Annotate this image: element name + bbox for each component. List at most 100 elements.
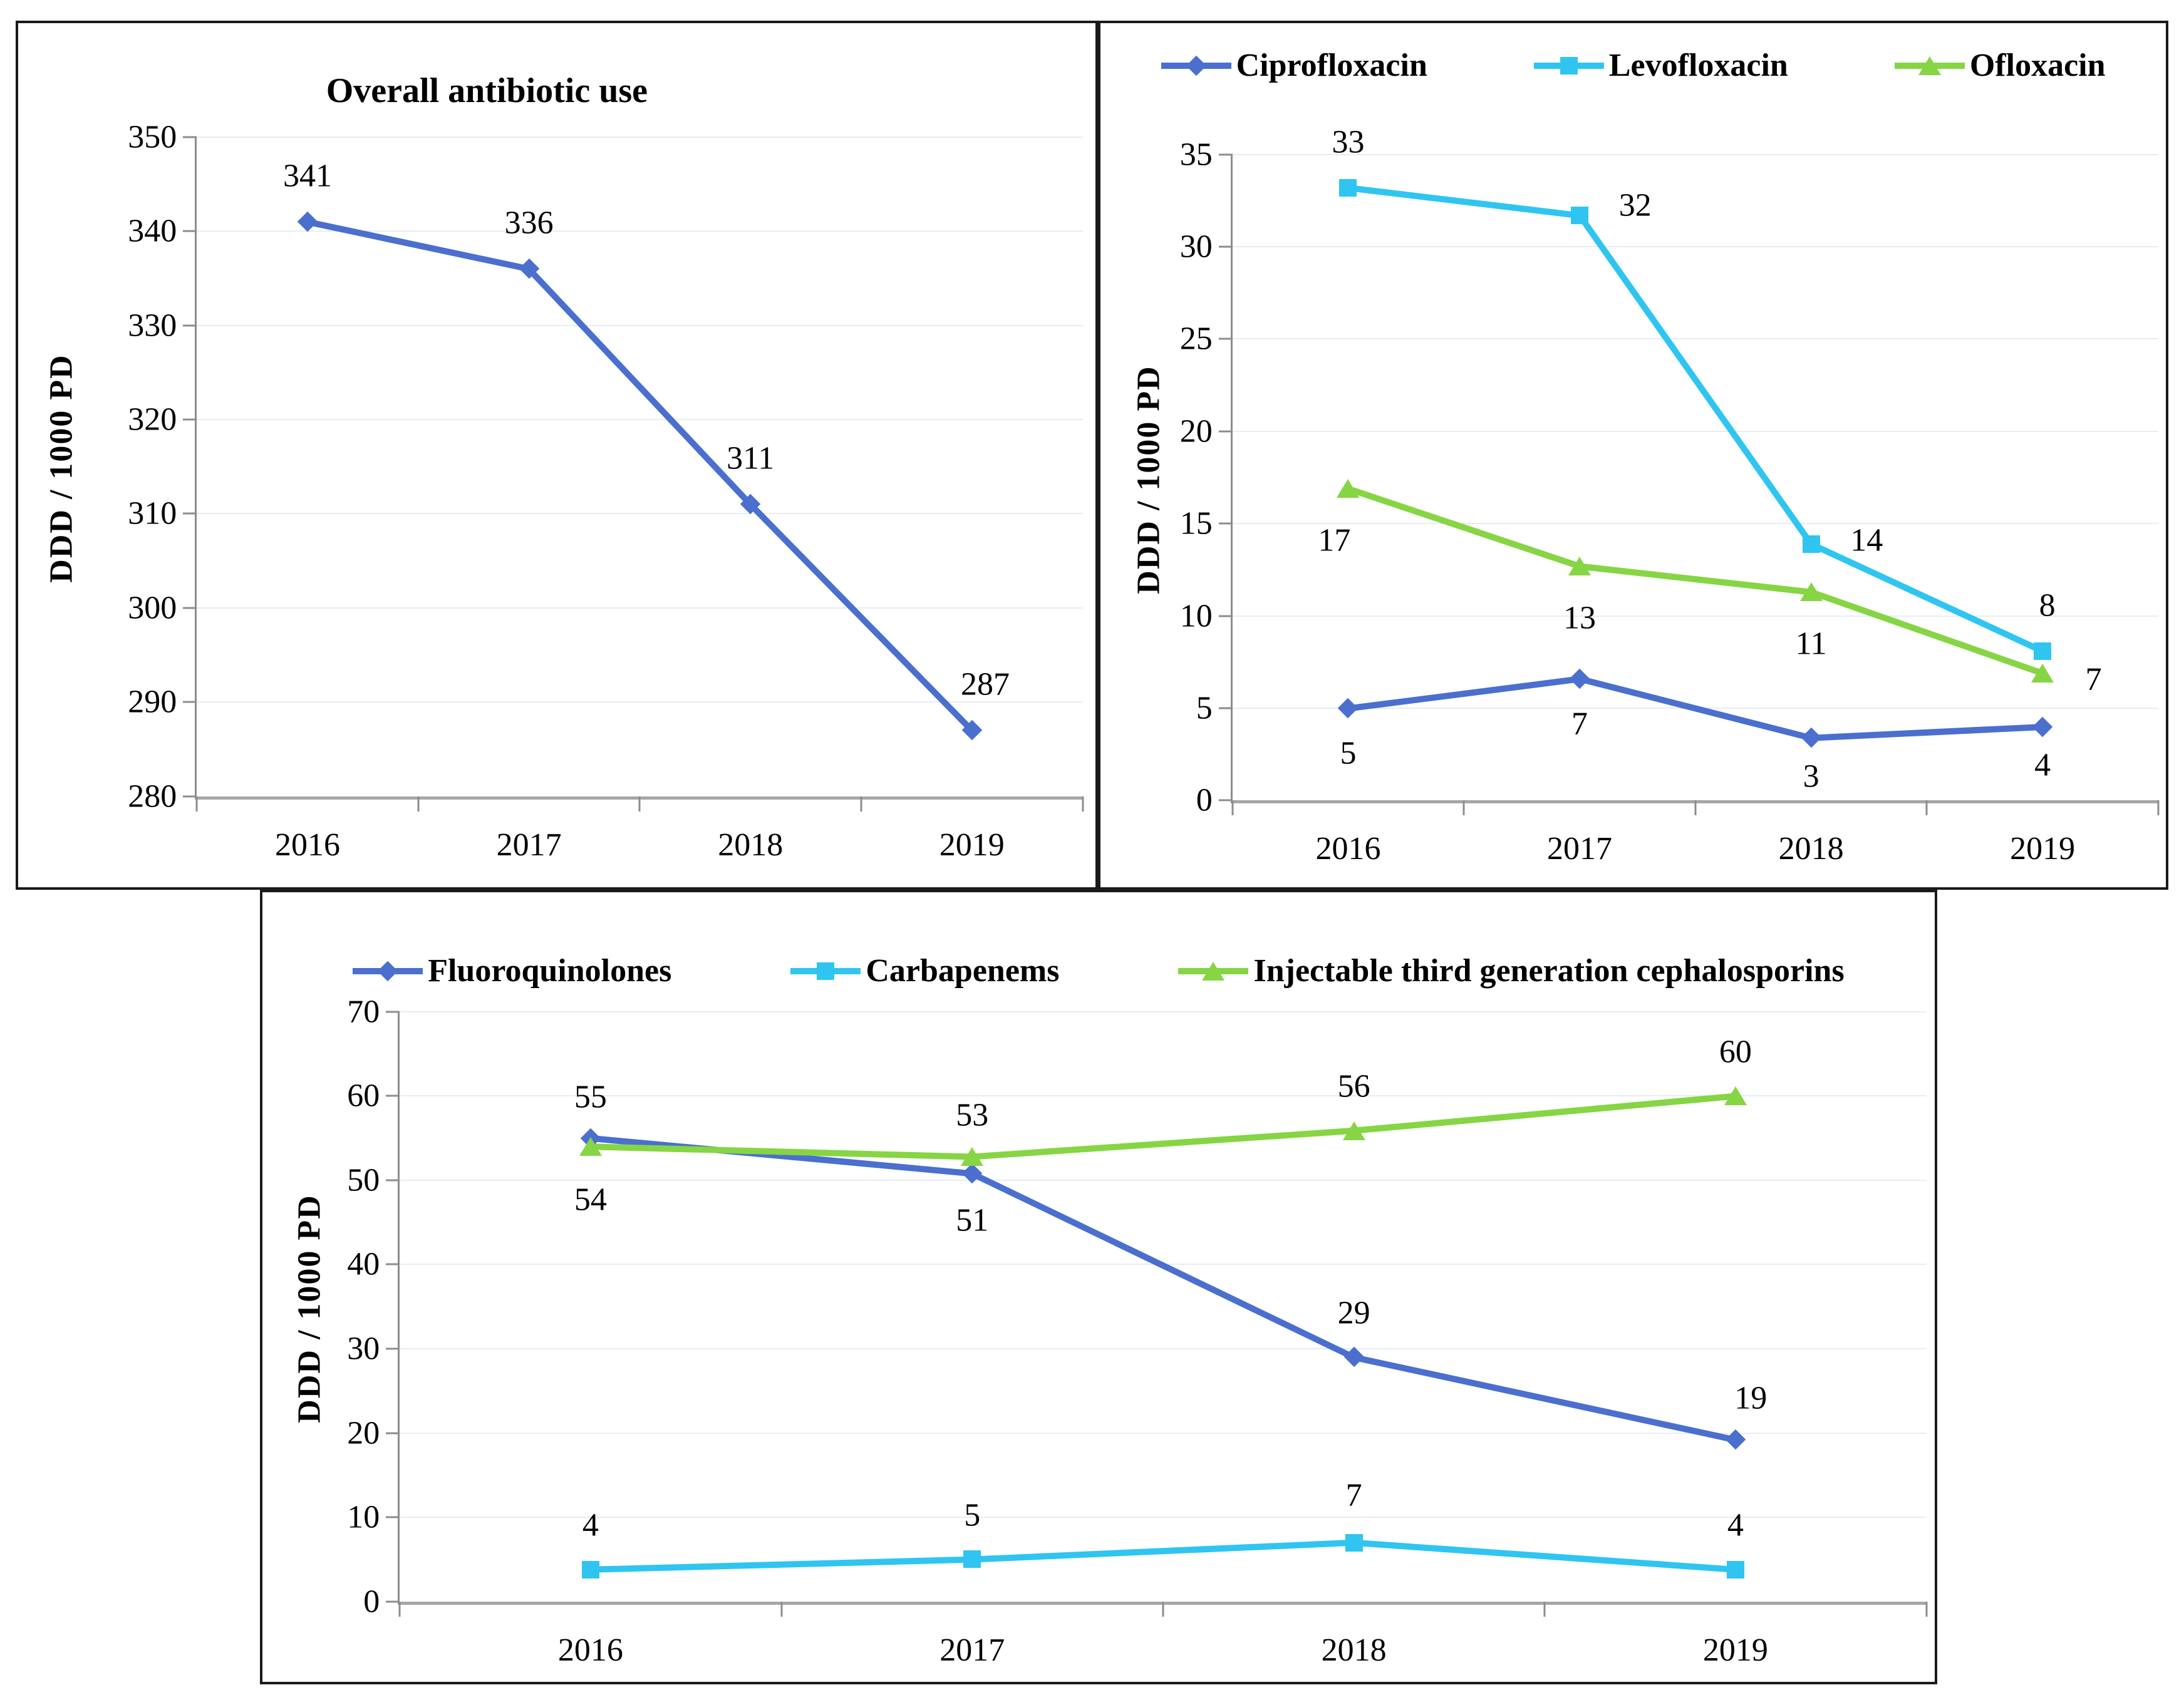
x-tick-label-2018: 2018 bbox=[1321, 1632, 1387, 1668]
x-axis-tick bbox=[1162, 1601, 1164, 1617]
legend-item-carbapenems: Carbapenems bbox=[790, 952, 1059, 989]
series-lines bbox=[1233, 155, 2158, 801]
y-axis-tick bbox=[183, 701, 197, 703]
y-tick-label: 25 bbox=[1179, 321, 1213, 357]
data-point-label: 5 bbox=[1340, 735, 1357, 771]
x-tick-label-2019: 2019 bbox=[1702, 1632, 1768, 1668]
legend-line-swatch bbox=[790, 962, 861, 980]
gridline bbox=[1232, 245, 2158, 247]
y-tick-label: 320 bbox=[128, 401, 177, 438]
y-axis-tick bbox=[386, 1516, 400, 1518]
data-point-label: 56 bbox=[1337, 1068, 1370, 1105]
y-tick-label: 350 bbox=[128, 119, 177, 155]
gridline bbox=[1232, 523, 2158, 525]
y-axis-tick bbox=[183, 230, 197, 232]
legend-triangle-icon bbox=[1202, 961, 1225, 981]
x-axis-tick bbox=[860, 796, 862, 811]
y-tick-label: 60 bbox=[347, 1078, 380, 1114]
y-tick-label: 0 bbox=[1196, 782, 1213, 818]
y-axis-tick bbox=[1218, 337, 1233, 340]
data-point-label: 33 bbox=[1332, 124, 1365, 160]
y-axis-title: DDD / 1000 PD bbox=[291, 1194, 328, 1423]
series-line-carbapenems bbox=[591, 1543, 1736, 1570]
data-point-label: 11 bbox=[1795, 626, 1827, 662]
y-tick-label: 310 bbox=[128, 495, 177, 532]
gridline bbox=[197, 324, 1083, 326]
x-tick-label-2017: 2017 bbox=[496, 827, 562, 863]
series-line-levofloxacin bbox=[1348, 188, 2042, 651]
legend: Fluoroquinolones Carbapenems Injectable th… bbox=[262, 952, 1935, 989]
legend-label: Ofloxacin bbox=[1969, 48, 2106, 84]
series-line-ciprofloxacin bbox=[1348, 679, 2042, 738]
x-axis-tick bbox=[1231, 800, 1234, 816]
triangle-marker bbox=[1568, 557, 1591, 575]
x-tick-label-2018: 2018 bbox=[1778, 831, 1844, 867]
y-axis-tick bbox=[386, 1179, 400, 1182]
legend-line-swatch bbox=[1533, 56, 1604, 75]
gridline bbox=[400, 1095, 1927, 1097]
y-axis-tick bbox=[1218, 245, 1233, 248]
data-point-label: 60 bbox=[1719, 1034, 1752, 1070]
gridline bbox=[1232, 430, 2158, 432]
legend-diamond-icon bbox=[377, 961, 398, 981]
triangle-marker bbox=[1342, 1121, 1365, 1140]
y-axis-tick bbox=[183, 512, 197, 515]
data-point-label: 7 bbox=[1345, 1477, 1362, 1513]
triangle-marker bbox=[1724, 1086, 1747, 1106]
data-point-label: 4 bbox=[2034, 747, 2051, 783]
legend-label: Injectable third generation cephalospori… bbox=[1253, 953, 1845, 989]
y-axis-tick bbox=[386, 1347, 400, 1350]
square-marker bbox=[1571, 206, 1589, 224]
legend-square-icon bbox=[817, 962, 835, 980]
gridline bbox=[400, 1517, 1927, 1518]
data-point-label: 287 bbox=[961, 666, 1010, 703]
gridline bbox=[197, 419, 1083, 421]
x-tick-label-2016: 2016 bbox=[274, 827, 340, 863]
x-axis-tick bbox=[1694, 800, 1697, 816]
gridline bbox=[1232, 153, 2158, 155]
y-tick-label: 70 bbox=[347, 994, 380, 1030]
legend-item-injectable-third-generation-cephalosporins: Injectable third generation cephalospori… bbox=[1178, 952, 1845, 989]
y-axis-tick bbox=[386, 1600, 400, 1603]
data-point-label: 8 bbox=[2039, 587, 2056, 624]
y-axis-title: DDD / 1000 PD bbox=[43, 354, 80, 583]
data-point-label: 7 bbox=[1571, 706, 1588, 742]
legend-item-fluoroquinolones: Fluoroquinolones bbox=[353, 952, 671, 989]
x-tick-label-2018: 2018 bbox=[718, 827, 784, 863]
y-axis-tick bbox=[1218, 430, 1233, 433]
data-point-label: 336 bbox=[504, 205, 554, 241]
square-marker bbox=[1802, 535, 1820, 553]
square-marker bbox=[1339, 178, 1357, 197]
data-point-label: 5 bbox=[964, 1497, 981, 1533]
y-tick-label: 20 bbox=[347, 1415, 380, 1451]
x-axis-tick bbox=[1925, 1601, 1928, 1617]
y-axis-tick bbox=[1218, 799, 1233, 801]
gridline bbox=[197, 513, 1083, 515]
gridline bbox=[400, 1432, 1927, 1434]
legend-item-ciprofloxacin: Ciprofloxacin bbox=[1161, 47, 1427, 84]
y-tick-label: 15 bbox=[1179, 505, 1213, 542]
y-tick-label: 30 bbox=[347, 1331, 380, 1367]
legend-line-swatch bbox=[1178, 961, 1249, 981]
legend-label: Levofloxacin bbox=[1608, 48, 1788, 84]
y-axis-title: DDD / 1000 PD bbox=[1131, 364, 1167, 594]
panel-antibiotic-classes: Fluoroquinolones Carbapenems Injectable th… bbox=[259, 890, 1937, 1685]
legend-diamond-icon bbox=[1186, 55, 1206, 76]
legend-line-swatch bbox=[353, 961, 423, 981]
y-axis-tick bbox=[386, 1263, 400, 1265]
x-tick-label-2019: 2019 bbox=[2010, 831, 2076, 867]
data-point-label: 3 bbox=[1803, 758, 1819, 795]
y-tick-label: 0 bbox=[363, 1584, 380, 1620]
x-tick-label-2016: 2016 bbox=[1315, 831, 1381, 867]
panel-fluoroquinolone-agents: Ciprofloxacin Levofloxacin Ofloxacin DDD /… bbox=[1098, 20, 2168, 890]
data-point-label: 14 bbox=[1850, 522, 1883, 559]
legend-line-swatch bbox=[1161, 55, 1231, 76]
x-axis-tick bbox=[780, 1601, 783, 1617]
x-axis-tick bbox=[1543, 1601, 1546, 1617]
triangle-marker bbox=[1337, 479, 1360, 498]
square-marker bbox=[581, 1560, 599, 1579]
legend: Ciprofloxacin Levofloxacin Ofloxacin bbox=[1100, 47, 2166, 84]
data-point-label: 341 bbox=[282, 158, 332, 194]
x-axis-tick bbox=[638, 796, 641, 811]
series-line-injectable-third-generation-cephalosporins bbox=[591, 1096, 1736, 1156]
